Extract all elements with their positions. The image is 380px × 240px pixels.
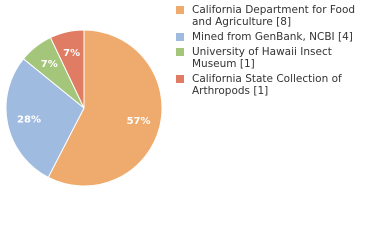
legend-swatch	[176, 48, 184, 56]
legend-label: California State Collection of Arthropod…	[192, 73, 342, 97]
slice-label: 7%	[63, 48, 80, 59]
legend-label: California Department for Food and Agric…	[192, 4, 356, 28]
slice-label: 7%	[41, 59, 58, 70]
pie: 57% 28% 7% 7%	[5, 29, 163, 187]
legend-swatch	[176, 33, 184, 41]
legend-item: California Department for Food and Agric…	[174, 4, 374, 28]
pie-slice	[5, 58, 85, 179]
pie-slice	[49, 29, 85, 109]
legend-item: University of Hawaii Insect Museum [1]	[174, 46, 374, 70]
slice-label: 28%	[17, 115, 41, 126]
legend: California Department for Food and Agric…	[174, 4, 374, 100]
pie-slice	[47, 29, 163, 187]
legend-label: Mined from GenBank, NCBI [4]	[192, 31, 353, 43]
legend-swatch	[176, 6, 184, 14]
legend-item: Mined from GenBank, NCBI [4]	[174, 31, 374, 43]
legend-item: California State Collection of Arthropod…	[174, 73, 374, 97]
legend-label: University of Hawaii Insect Museum [1]	[192, 46, 332, 70]
slice-label: 57%	[127, 116, 151, 127]
legend-swatch	[176, 75, 184, 83]
